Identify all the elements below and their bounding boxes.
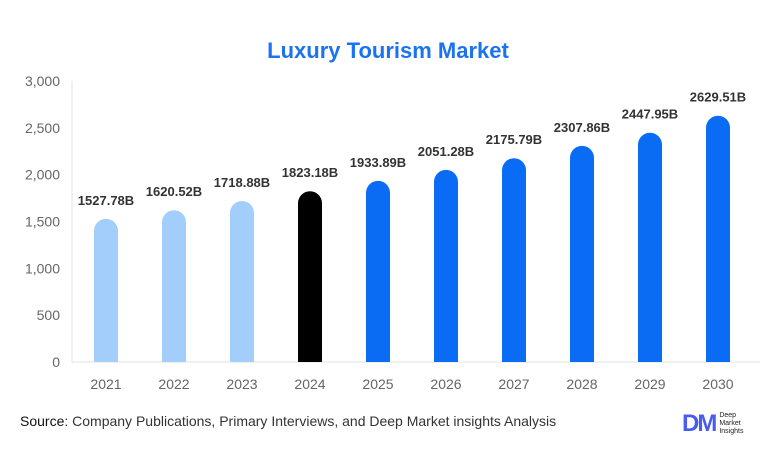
data-label: 1823.18B [282,165,338,180]
data-label: 2051.28B [418,144,474,159]
data-label: 2175.79B [486,132,542,147]
source-note: Source: Company Publications, Primary In… [20,413,556,429]
bar-2023 [230,200,254,362]
data-label: 1527.78B [78,193,134,208]
x-tick-label: 2028 [566,376,597,392]
data-label: 1933.89B [350,155,406,170]
bar-2029 [638,132,662,362]
y-tick-label: 2,000 [25,167,60,183]
y-tick-label: 1,500 [25,214,60,230]
y-tick-label: 1,000 [25,260,60,276]
x-tick-label: 2024 [294,376,325,392]
logo: DM Deep Market Insights [682,410,743,438]
y-tick-label: 0 [52,354,60,370]
bar-2026 [434,169,458,362]
y-tick-label: 500 [37,307,61,323]
source-text: : Company Publications, Primary Intervie… [64,413,557,429]
x-tick-label: 2021 [90,376,121,392]
bar-2030 [706,115,730,362]
data-label: 1718.88B [214,175,270,190]
data-label: 2629.51B [690,90,746,105]
x-tick-label: 2027 [498,376,529,392]
y-tick-label: 3,000 [25,73,60,89]
bar-chart: 0 500 1,000 1,500 2,000 2,500 3,000 1527.78B 202… [25,73,760,392]
logo-text: Deep Market Insights [719,412,744,435]
y-tick-label: 2,500 [25,120,60,136]
x-tick-label: 2023 [226,376,257,392]
bar-2027 [502,158,526,362]
x-tick-label: 2022 [158,376,189,392]
x-tick-label: 2029 [634,376,665,392]
bar-2022 [162,210,186,362]
data-label: 2307.86B [554,120,610,135]
bar-2028 [570,145,594,362]
data-label: 2447.95B [622,107,678,122]
bar-2021 [94,218,119,362]
source-label: Source [20,413,65,429]
x-tick-label: 2025 [362,376,393,392]
x-tick-label: 2026 [430,376,461,392]
chart-title: Luxury Tourism Market [267,38,509,63]
logo-mark: DM [682,410,717,437]
bar-2025 [366,180,390,362]
x-tick-label: 2030 [702,376,733,392]
bar-2024 [298,191,322,362]
data-label: 1620.52B [146,184,202,199]
